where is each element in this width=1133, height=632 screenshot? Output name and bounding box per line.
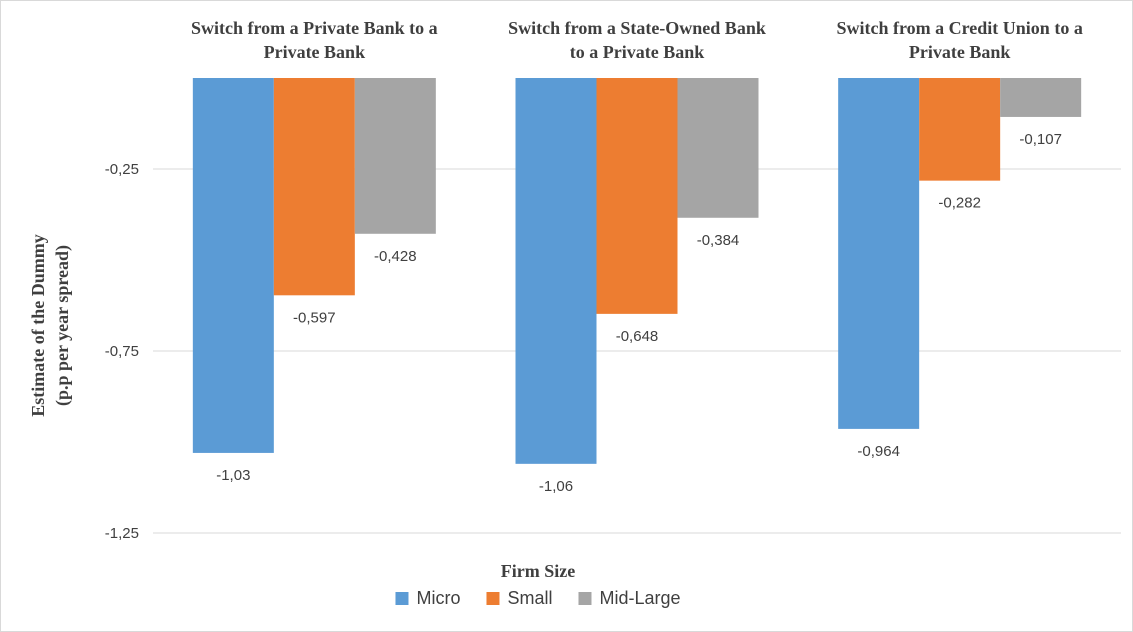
data-label: -1,03 [216, 467, 250, 484]
bar-mid-large [354, 78, 436, 234]
y-tick-label: -1,25 [105, 525, 139, 542]
panel-title: Switch from a Private Bank to a Private B… [191, 18, 438, 62]
panel-title: Switch from a State-Owned Bank to a Priva… [508, 18, 766, 62]
data-label: -1,06 [539, 478, 573, 495]
legend: Micro Small Mid-Large [395, 588, 681, 608]
y-tick-label: -0,25 [105, 161, 139, 178]
legend-swatch-micro [395, 592, 409, 605]
data-labels: -1,03 -1,06 -0,964 -0,597 -0,648 -0,282 -0,428… [216, 131, 1062, 495]
legend-label-mid-large: Mid-Large [599, 588, 680, 608]
data-label: -0,964 [857, 443, 900, 460]
x-axis-title: Firm Size [501, 561, 575, 581]
legend-label-micro: Micro [416, 588, 460, 608]
data-label: -0,648 [616, 328, 659, 345]
data-label: -0,384 [697, 232, 740, 249]
bar-micro [838, 78, 920, 429]
panel-title: Switch from a Credit Union to a Private B… [836, 18, 1082, 62]
legend-swatch-small [486, 592, 500, 605]
axes: -0,25 -0,75 -1,25 Estimate of the Dummy (p.p… [28, 161, 575, 581]
bar-small [919, 78, 1001, 181]
bar-small [596, 78, 678, 314]
legend-swatch-mid-large [578, 592, 592, 605]
bar-micro [192, 78, 274, 453]
bar-small [273, 78, 355, 296]
panel-titles: Switch from a Private Bank to a Private B… [191, 18, 1083, 62]
y-tick-label: -0,75 [105, 343, 139, 360]
data-label: -0,107 [1019, 131, 1062, 148]
data-label: -0,282 [938, 195, 981, 212]
bars [192, 78, 1082, 464]
bar-mid-large [1000, 78, 1082, 117]
bar-micro [515, 78, 597, 464]
bar-mid-large [677, 78, 759, 218]
data-label: -0,428 [374, 248, 417, 265]
data-label: -0,597 [293, 309, 336, 326]
y-axis-title: Estimate of the Dummy (p.p per year sprea… [28, 234, 73, 416]
legend-label-small: Small [507, 588, 552, 608]
